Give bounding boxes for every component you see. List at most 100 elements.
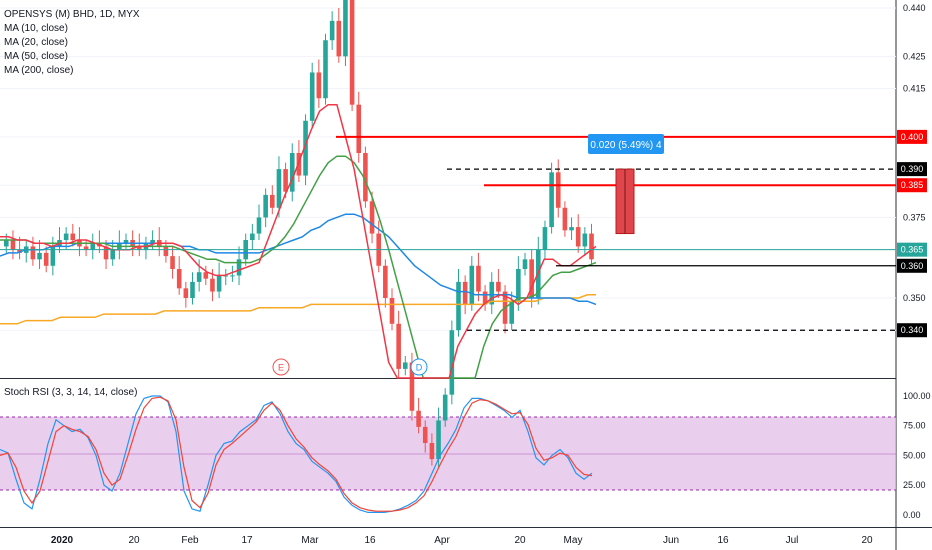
candle-body: [170, 256, 175, 269]
candle-body: [289, 153, 295, 192]
ma200-line: [0, 294, 596, 325]
candle-body: [283, 169, 288, 192]
candle-body: [163, 246, 169, 257]
candle-body: [416, 410, 421, 427]
candle-body: [462, 281, 468, 305]
price-tag-label: 0.340: [901, 325, 924, 335]
candle-body: [83, 246, 89, 250]
candle-body: [509, 301, 514, 324]
candle-body: [183, 288, 189, 298]
axes-layer: 0.440 0.425 0.415 0.375 0.350 100.00 75.00 50.0…: [51, 3, 931, 546]
candle-body: [489, 281, 495, 305]
candle-body: [43, 252, 49, 266]
candle-body: [476, 265, 481, 292]
candle-body: [442, 394, 448, 421]
price-tick-label: 0.415: [903, 84, 926, 94]
legend-ma10[interactable]: MA (10, close): [4, 23, 68, 34]
candle-body: [422, 426, 428, 443]
candle-body: [569, 227, 574, 231]
rsi-tick-label: 0.00: [903, 510, 921, 520]
legend-ma200[interactable]: MA (200, close): [4, 65, 74, 76]
price-tag-bg: [897, 162, 927, 177]
moving-averages-layer: [0, 103, 597, 379]
candle-body: [496, 281, 501, 292]
candle-body: [456, 281, 461, 331]
candle-body: [383, 265, 388, 298]
candle-body: [409, 362, 415, 411]
measure-label-text: 0.020 (5.49%) 4: [590, 140, 662, 151]
candle-body: [250, 233, 255, 240]
rsi-tick-label: 50.00: [903, 450, 926, 460]
event-marker-circle: [410, 358, 428, 376]
candle-body: [190, 281, 195, 298]
candle-body: [555, 172, 561, 208]
price-tag-label: 0.365: [901, 245, 924, 255]
candle-body: [176, 269, 182, 289]
time-axis-label: Jun: [663, 535, 679, 546]
candle-body: [103, 246, 109, 260]
time-axis-label: Mar: [301, 535, 319, 546]
candle-body: [369, 201, 375, 234]
candle-body: [589, 233, 594, 260]
stoch-k-line: [0, 395, 593, 513]
price-pane-bg: [0, 0, 896, 378]
candle-body: [363, 153, 368, 202]
time-axis-label: May: [564, 535, 583, 546]
candle-body: [389, 298, 395, 324]
candle-body: [303, 120, 308, 176]
candle-body: [110, 249, 115, 260]
candle-body: [343, 0, 348, 57]
candle-body: [263, 194, 268, 218]
symbol-title[interactable]: OPENSYS (M) BHD, 1D, MYX: [4, 9, 140, 20]
price-tag-bg: [897, 129, 927, 144]
event-marker-label: D: [416, 363, 423, 373]
price-tag-bg: [897, 242, 927, 257]
time-axis-label: Feb: [181, 535, 199, 546]
time-axis-label: 20: [128, 535, 140, 546]
candle-body: [316, 72, 322, 99]
legend-ma50[interactable]: MA (50, close): [4, 51, 68, 62]
stoch-rsi-legend[interactable]: Stoch RSI (3, 3, 14, 14, close): [4, 386, 137, 400]
candle-body: [70, 233, 76, 240]
candle-body: [63, 233, 69, 240]
candle-body: [329, 20, 335, 41]
stoch-rsi-title[interactable]: Stoch RSI (3, 3, 14, 14, close): [4, 387, 138, 398]
drawings-layer[interactable]: 0.020 (5.49%) 4 E D: [0, 134, 896, 376]
candle-body: [309, 72, 315, 121]
candle-body: [30, 246, 36, 260]
legend-ma20[interactable]: MA (20, close): [4, 37, 68, 48]
candle-body: [396, 323, 401, 369]
candle-body: [150, 240, 155, 244]
candle-body: [137, 246, 142, 250]
price-tag-bg: [897, 178, 927, 193]
candle-body: [196, 272, 202, 282]
price-tag-label: 0.360: [901, 261, 924, 271]
candle-body: [562, 207, 568, 231]
candle-body: [90, 243, 96, 250]
ma10-line: [0, 103, 597, 379]
time-axis-label: 16: [717, 535, 729, 546]
price-tag-label: 0.390: [901, 164, 924, 174]
candle-body: [575, 227, 581, 247]
price-tick-label: 0.350: [903, 293, 926, 303]
time-axis-label: 20: [861, 535, 873, 546]
ma20-line: [0, 155, 597, 379]
candle-body: [4, 240, 9, 247]
price-tick-label: 0.440: [903, 3, 926, 13]
measure-label-bg: [588, 134, 664, 154]
candle-body: [542, 227, 548, 250]
candle-body: [449, 330, 455, 395]
candle-body: [256, 217, 262, 234]
candle-body: [522, 259, 528, 269]
candle-body: [582, 233, 588, 247]
candle-body: [429, 443, 435, 460]
stoch-rsi-layer: [0, 395, 593, 513]
candle-body: [549, 172, 554, 228]
candle-body: [210, 278, 215, 292]
candle-body: [356, 104, 362, 153]
candle-body: [336, 20, 342, 57]
candle-body: [276, 169, 282, 208]
event-marker-circle: [272, 358, 290, 376]
